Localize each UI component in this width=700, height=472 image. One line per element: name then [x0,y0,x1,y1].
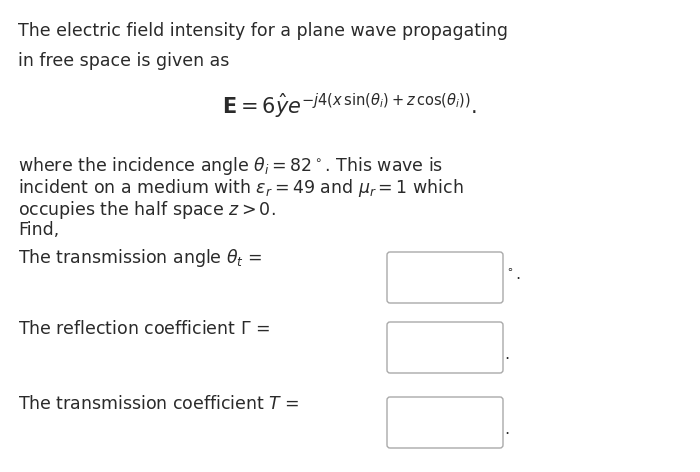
Text: .: . [504,347,509,362]
Text: $^\circ$.: $^\circ$. [504,267,522,283]
Text: in free space is given as: in free space is given as [18,52,230,70]
Text: The electric field intensity for a plane wave propagating: The electric field intensity for a plane… [18,22,508,40]
FancyBboxPatch shape [387,252,503,303]
Text: $\mathbf{E} = 6\hat{y}e^{-j4(x\,\sin(\theta_i)+z\,\cos(\theta_i))}.$: $\mathbf{E} = 6\hat{y}e^{-j4(x\,\sin(\th… [223,92,477,121]
Text: The transmission coefficient $T$ =: The transmission coefficient $T$ = [18,395,300,413]
Text: The reflection coefficient $\Gamma$ =: The reflection coefficient $\Gamma$ = [18,320,270,338]
FancyBboxPatch shape [387,397,503,448]
Text: Find,: Find, [18,221,60,239]
FancyBboxPatch shape [387,322,503,373]
Text: incident on a medium with $\epsilon_r = 49$ and $\mu_r = 1$ which: incident on a medium with $\epsilon_r = … [18,177,463,199]
Text: .: . [504,422,509,437]
Text: occupies the half space $z > 0$.: occupies the half space $z > 0$. [18,199,276,221]
Text: where the incidence angle $\theta_i = 82^\circ$. This wave is: where the incidence angle $\theta_i = 82… [18,155,443,177]
Text: The transmission angle $\theta_t$ =: The transmission angle $\theta_t$ = [18,247,262,269]
